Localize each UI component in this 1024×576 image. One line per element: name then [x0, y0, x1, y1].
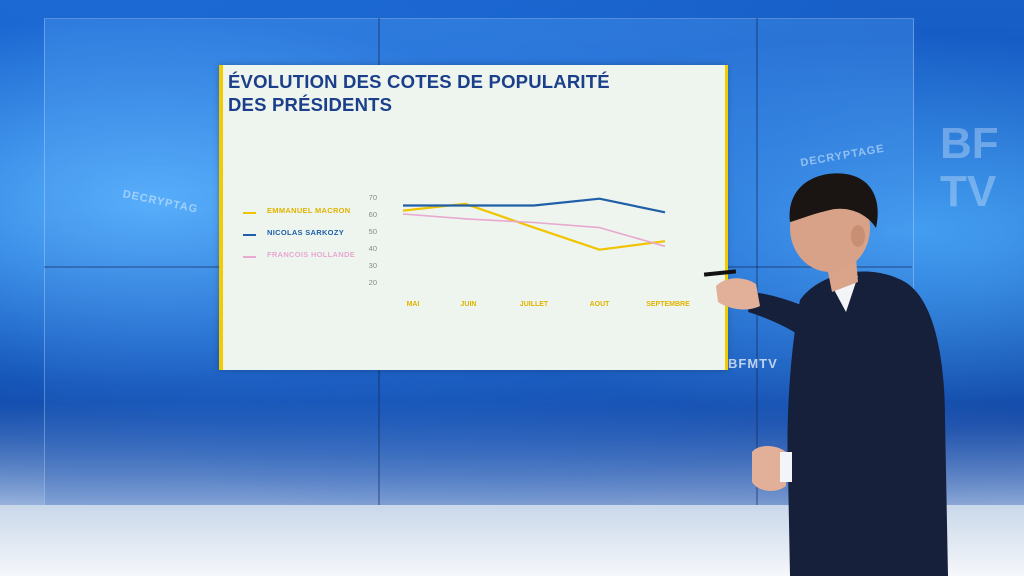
- chart-title-line: DES PRÉSIDENTS: [228, 94, 393, 115]
- y-tick-label: 60: [369, 210, 377, 219]
- x-category-label: AOUT: [590, 301, 611, 308]
- legend-swatch: [243, 256, 256, 258]
- x-category-label: MAI: [407, 301, 420, 308]
- x-category-label: JUIN: [461, 301, 477, 308]
- series-line-emmanuel-macron: [402, 202, 666, 251]
- chart-title-line: ÉVOLUTION DES COTES DE POPULARITÉ: [228, 71, 610, 92]
- legend-swatch: [243, 234, 256, 236]
- x-category-label: SEPTEMBRE: [646, 301, 690, 308]
- y-tick-label: 20: [369, 278, 377, 287]
- series-line-francois-hollande: [402, 213, 666, 248]
- x-category-label: JUILLET: [520, 301, 549, 308]
- legend-label: FRANCOIS HOLLANDE: [267, 250, 356, 259]
- chart-title: ÉVOLUTION DES COTES DE POPULARITÉ DES PR…: [228, 70, 698, 116]
- video-wall-seam: [756, 18, 758, 530]
- channel-logo-line: TV: [940, 167, 997, 216]
- y-tick-label: 50: [369, 227, 377, 236]
- channel-logo-large: BF TV: [940, 120, 1024, 260]
- y-tick-label: 40: [369, 244, 377, 253]
- y-tick-label: 70: [369, 193, 377, 202]
- legend-label: EMMANUEL MACRON: [267, 206, 351, 215]
- legend-label: NICOLAS SARKOZY: [267, 228, 345, 237]
- chart-panel-edge: [219, 65, 223, 370]
- legend-swatch: [243, 212, 256, 214]
- y-tick-label: 30: [369, 261, 377, 270]
- channel-logo-line: BF: [940, 119, 999, 168]
- channel-logo-small: BFMTV: [728, 356, 778, 371]
- chart-panel: [219, 65, 727, 370]
- chart-panel-edge: [725, 65, 728, 370]
